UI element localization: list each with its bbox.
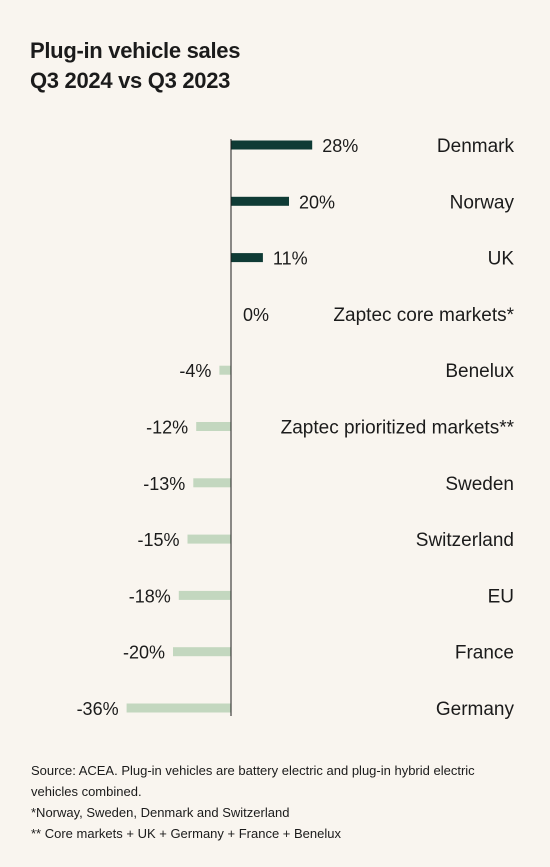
bar-chart: 28% Denmark 20% Norway 11% UK 0% Zaptec core ma… <box>77 136 515 720</box>
data-label-3: 0% <box>243 305 269 325</box>
chart-title-line-1: Plug-in vehicle sales <box>30 38 241 63</box>
category-label-0: Denmark <box>437 136 515 157</box>
data-label-5: -12% <box>146 418 188 438</box>
data-label-10: -36% <box>77 699 119 719</box>
bar-7 <box>187 534 231 544</box>
footnote-prioritized-markets: ** Core markets + UK + Germany + France … <box>31 826 341 841</box>
category-label-10: Germany <box>436 699 515 720</box>
category-label-7: Switzerland <box>416 530 514 551</box>
category-label-4: Benelux <box>445 361 514 382</box>
category-label-2: UK <box>488 249 515 270</box>
bar-9 <box>173 647 231 657</box>
bar-0 <box>231 140 313 150</box>
category-label-5: Zaptec prioritized markets** <box>281 418 515 439</box>
bar-4 <box>219 365 231 375</box>
data-label-2: 11% <box>273 249 308 269</box>
footnote-core-markets: *Norway, Sweden, Denmark and Switzerland <box>31 805 290 820</box>
category-label-1: Norway <box>450 192 515 213</box>
bar-8 <box>178 590 231 600</box>
data-label-8: -18% <box>129 586 171 606</box>
category-label-6: Sweden <box>445 474 514 495</box>
footnote-source: Source: ACEA. Plug-in vehicles are batte… <box>31 763 475 799</box>
data-label-9: -20% <box>123 643 165 663</box>
data-label-4: -4% <box>179 361 211 381</box>
data-label-1: 20% <box>299 192 335 212</box>
data-label-7: -15% <box>137 530 179 550</box>
category-label-3: Zaptec core markets* <box>333 305 514 326</box>
bar-5 <box>196 422 231 431</box>
data-label-6: -13% <box>143 474 185 494</box>
data-label-0: 28% <box>322 136 358 156</box>
bar-2 <box>231 253 263 263</box>
category-label-8: EU <box>488 586 514 607</box>
bar-1 <box>231 196 289 206</box>
bar-6 <box>193 478 231 488</box>
category-label-9: France <box>455 643 514 664</box>
footnotes: Source: ACEA. Plug-in vehicles are batte… <box>31 760 511 844</box>
chart-title-line-2: Q3 2024 vs Q3 2023 <box>30 68 231 93</box>
bar-10 <box>126 703 231 713</box>
chart-title: Plug-in vehicle sales Q3 2024 vs Q3 2023 <box>30 36 240 96</box>
